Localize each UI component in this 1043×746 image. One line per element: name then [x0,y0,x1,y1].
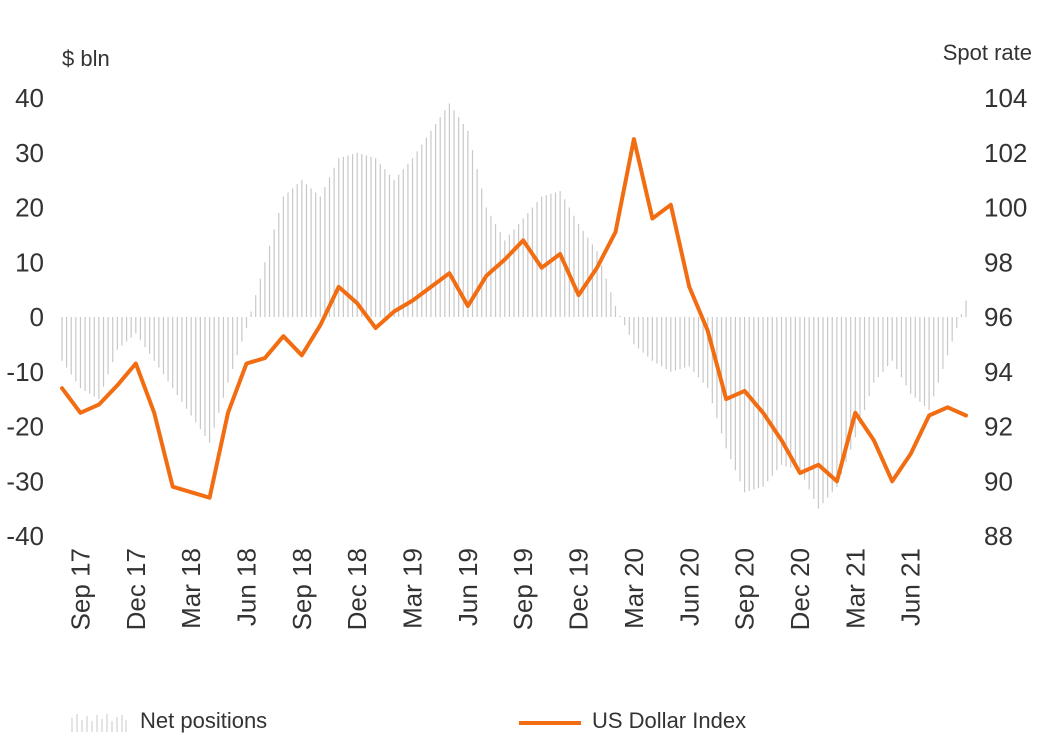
legend-bars-icon [71,714,127,732]
x-axis-tick-label: Mar 19 [398,548,428,629]
legend-net-positions-label: Net positions [140,708,268,733]
right-axis-tick-label: 94 [984,357,1013,387]
x-axis-tick-label: Sep 20 [730,548,760,630]
x-axis-tick-label: Jun 19 [453,548,483,626]
x-axis-tick-label: Jun 20 [674,548,704,626]
right-axis-tick-label: 90 [984,466,1013,496]
right-axis-tick-label: 100 [984,193,1027,223]
x-axis-tick-label: Mar 21 [840,548,870,629]
left-axis-tick-label: -10 [6,357,44,387]
x-axis-tick-label: Jun 21 [896,548,926,626]
left-axis-tick-label: 20 [15,193,44,223]
x-axis-tick-label: Sep 18 [287,548,317,630]
right-axis-tick-label: 98 [984,247,1013,277]
x-axis-tick-label: Dec 19 [564,548,594,630]
left-axis-tick-label: -40 [6,521,44,551]
left-axis-tick-label: -30 [6,466,44,496]
x-axis-tick-label: Dec 20 [785,548,815,630]
left-axis-unit: $ bln [62,46,110,71]
left-axis-tick-label: 10 [15,247,44,277]
legend-line-swatch [519,721,581,725]
x-axis-tick-label: Jun 18 [231,548,261,626]
usd-index-line [60,137,968,500]
left-axis-tick-label: 40 [15,83,44,113]
x-axis-tick-label: Mar 20 [619,548,649,629]
right-axis-tick-label: 102 [984,138,1027,168]
x-axis-tick-label: Mar 18 [176,548,206,629]
right-axis-tick-label: 96 [984,302,1013,332]
x-axis-tick-label: Sep 17 [65,548,95,630]
right-axis-tick-label: 88 [984,521,1013,551]
left-axis-tick-label: 30 [15,138,44,168]
left-axis-tick-label: -20 [6,412,44,442]
right-axis-tick-label: 104 [984,83,1027,113]
x-axis-tick-label: Sep 19 [508,548,538,630]
right-axis-tick-label: 92 [984,412,1013,442]
right-axis-unit: Spot rate [942,40,1032,65]
x-axis-tick-label: Dec 17 [121,548,151,630]
legend-usd-index-label: US Dollar Index [592,708,747,733]
x-axis-tick-label: Dec 18 [342,548,372,630]
left-axis-tick-label: 0 [30,302,44,332]
